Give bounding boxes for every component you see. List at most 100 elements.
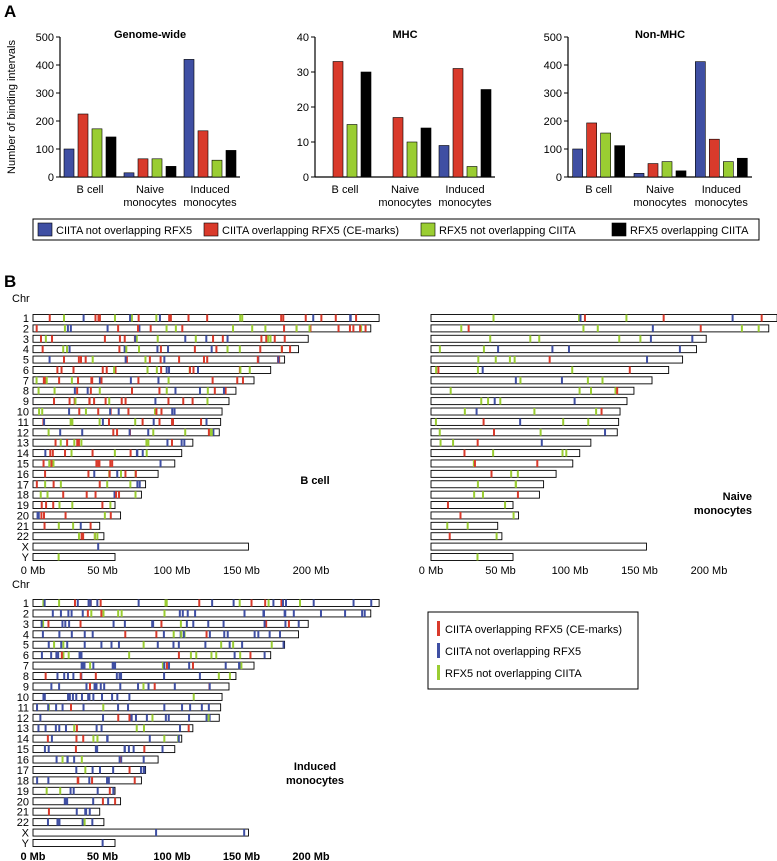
binding-mark — [280, 314, 283, 322]
binding-mark — [117, 609, 120, 617]
x-axis-tick-label: 100 Mb — [154, 565, 191, 577]
binding-mark — [117, 408, 120, 416]
binding-mark — [187, 314, 190, 322]
binding-mark — [533, 408, 536, 416]
binding-mark — [476, 439, 479, 447]
binding-mark — [651, 324, 654, 332]
binding-mark — [75, 693, 78, 701]
binding-mark — [75, 724, 78, 732]
binding-mark — [87, 470, 90, 478]
binding-mark — [125, 356, 128, 364]
chromosome-bar — [32, 334, 309, 343]
binding-mark — [587, 418, 590, 426]
binding-mark — [578, 387, 581, 395]
binding-mark — [189, 651, 192, 659]
binding-mark — [39, 714, 42, 722]
binding-mark — [68, 620, 71, 628]
chromosome-bar — [32, 397, 230, 406]
binding-mark — [228, 641, 231, 649]
binding-mark — [106, 480, 109, 488]
binding-mark — [55, 651, 58, 659]
binding-mark — [83, 630, 86, 638]
binding-mark — [62, 345, 65, 353]
chromosome-label: 9 — [23, 396, 29, 408]
binding-mark — [124, 630, 127, 638]
binding-mark — [137, 314, 140, 322]
binding-mark — [47, 703, 50, 711]
binding-mark — [112, 766, 115, 774]
binding-mark — [337, 324, 340, 332]
bar — [197, 130, 209, 178]
binding-mark — [102, 609, 105, 617]
binding-mark — [45, 376, 48, 384]
bar — [600, 132, 611, 178]
binding-mark — [224, 387, 227, 395]
y-tick-label: 400 — [544, 60, 562, 72]
binding-mark — [109, 501, 112, 509]
binding-mark — [123, 620, 126, 628]
binding-mark — [193, 345, 196, 353]
chromosome-label: 10 — [17, 407, 29, 419]
binding-mark — [73, 756, 76, 764]
binding-mark — [604, 428, 607, 436]
binding-mark — [73, 599, 76, 607]
binding-mark — [91, 449, 94, 457]
binding-mark — [304, 314, 307, 322]
binding-mark — [117, 641, 120, 649]
binding-mark — [595, 408, 598, 416]
binding-mark — [101, 418, 104, 426]
binding-mark — [170, 439, 173, 447]
chromosome-label: 3 — [23, 619, 29, 631]
x-axis-tick-label: 50 Mb — [485, 565, 516, 577]
binding-mark — [42, 693, 45, 701]
binding-mark — [80, 651, 83, 659]
binding-mark — [510, 470, 513, 478]
chromosome-bar — [32, 532, 105, 541]
binding-mark — [207, 428, 210, 436]
binding-mark — [134, 714, 137, 722]
bar — [466, 166, 478, 178]
binding-mark — [85, 808, 88, 816]
binding-mark — [58, 818, 61, 826]
binding-mark — [160, 408, 163, 416]
binding-mark — [130, 314, 133, 322]
bar — [480, 89, 492, 178]
binding-mark — [72, 522, 75, 530]
binding-mark — [538, 335, 541, 343]
binding-mark — [91, 630, 94, 638]
chromosome-bar — [32, 807, 101, 816]
binding-mark — [99, 682, 102, 690]
binding-mark — [41, 630, 44, 638]
chromosome-bar — [430, 397, 628, 406]
binding-mark — [614, 387, 617, 395]
binding-mark — [167, 376, 170, 384]
chromosome-bar — [32, 818, 105, 827]
binding-mark — [133, 776, 136, 784]
binding-mark — [493, 428, 496, 436]
binding-mark — [435, 366, 438, 374]
binding-mark — [55, 703, 58, 711]
binding-mark — [164, 599, 167, 607]
binding-mark — [149, 324, 152, 332]
binding-mark — [600, 408, 603, 416]
binding-mark — [208, 630, 211, 638]
legend-a-swatch — [420, 222, 436, 237]
binding-mark — [112, 787, 115, 795]
binding-mark — [84, 356, 87, 364]
chromosome-bar — [430, 521, 499, 530]
binding-mark — [36, 703, 39, 711]
binding-mark — [57, 553, 60, 561]
bar — [633, 173, 645, 178]
binding-mark — [481, 366, 484, 374]
binding-mark — [77, 376, 80, 384]
chromosome-label: 14 — [17, 448, 29, 460]
chromosome-bar — [32, 661, 255, 670]
binding-mark — [282, 314, 285, 322]
y-tick-label: 100 — [36, 144, 54, 156]
binding-mark — [551, 345, 554, 353]
binding-mark — [153, 682, 156, 690]
binding-mark — [64, 620, 67, 628]
binding-mark — [198, 387, 201, 395]
binding-mark — [166, 439, 169, 447]
